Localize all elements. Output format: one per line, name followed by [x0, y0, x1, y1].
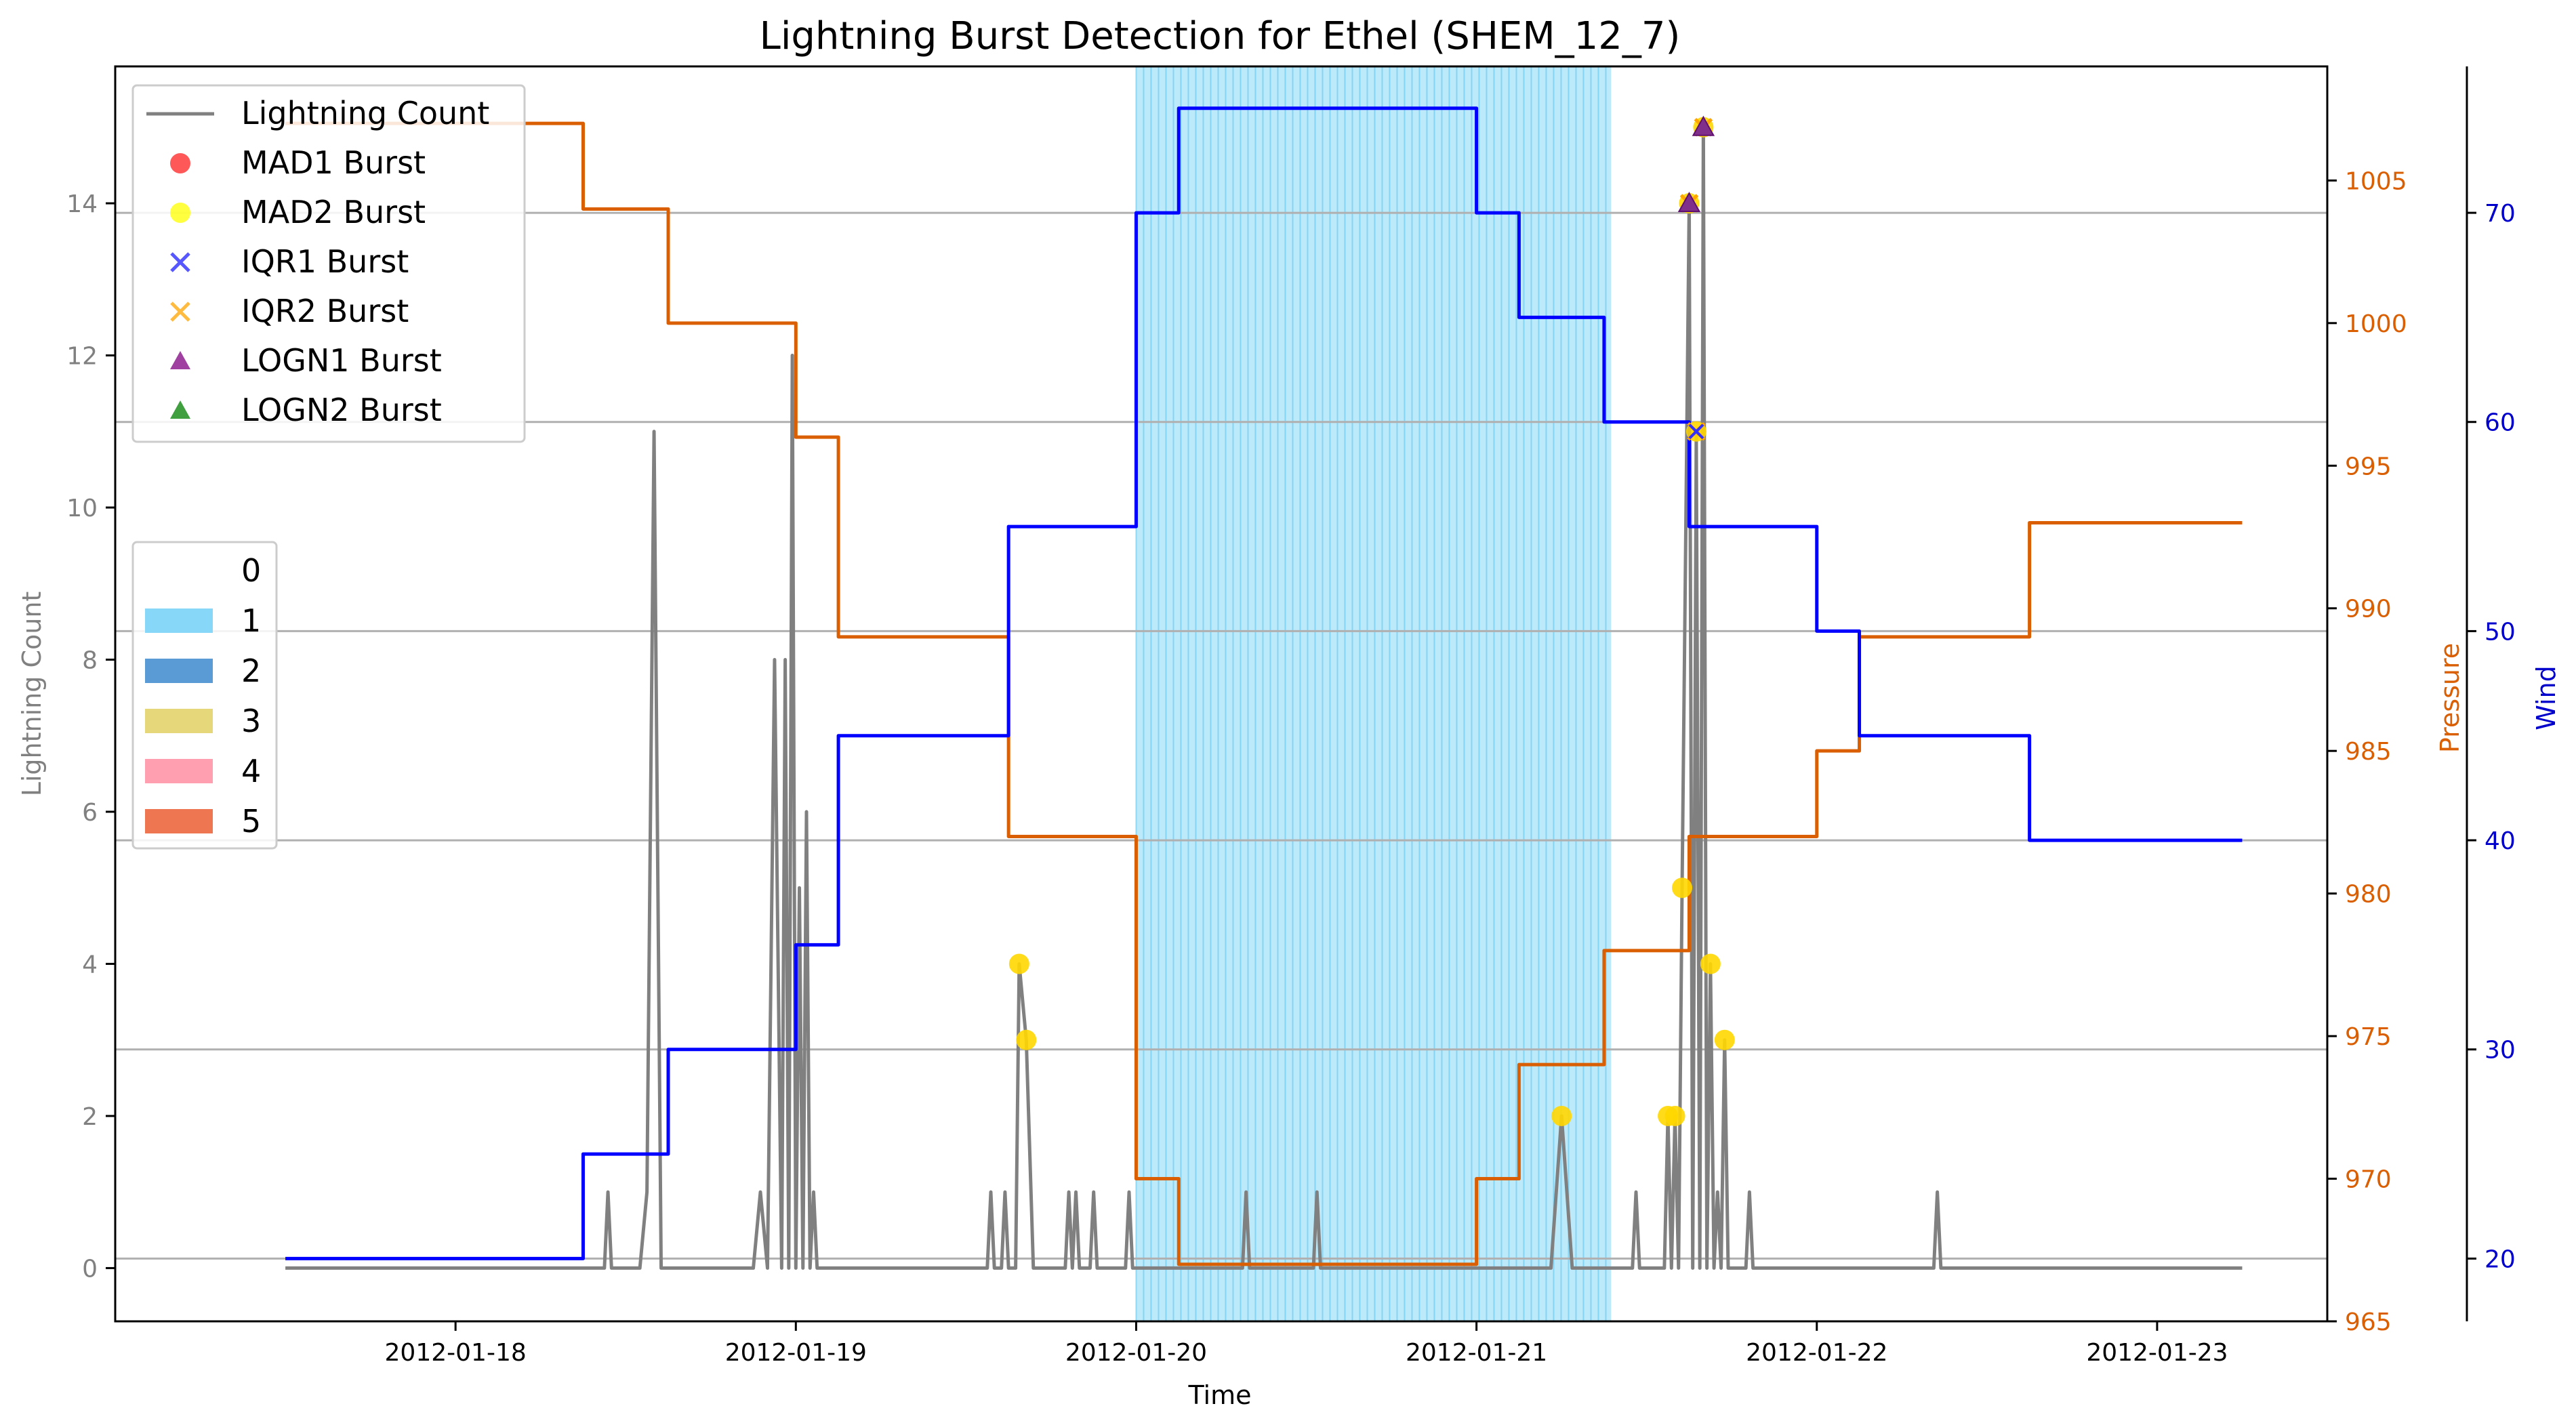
burst-marker-iqr1 [1688, 424, 1704, 440]
y-tick-label-pressure: 990 [2345, 596, 2392, 623]
category-span-layer [1135, 66, 1612, 1321]
axes-layer: 2012-01-18 2012-01-19 2012-01-20 2012-01-21… [66, 66, 2516, 1367]
y-tick-label-wind: 70 [2485, 200, 2516, 228]
legend-triangle-icon [170, 400, 190, 419]
series-line-wind [285, 106, 2243, 1260]
legend-x-icon [170, 302, 190, 322]
legend-category-label: 2 [241, 653, 261, 689]
legend-triangle-icon [170, 351, 190, 369]
legend-category-swatch [145, 558, 213, 583]
x-tick-label: 2012-01-19 [725, 1339, 867, 1367]
y-tick-label-lightning: 6 [82, 799, 98, 827]
x-axis-label: Time [1188, 1380, 1252, 1410]
legend-category-swatch [145, 709, 213, 733]
burst-marker-mad2 [1551, 1105, 1572, 1126]
chart-title: Lightning Burst Detection for Ethel (SHE… [760, 14, 1681, 58]
legend-x-icon [170, 252, 190, 272]
legend-circle-icon [170, 203, 190, 223]
legend-series-label: IQR1 Burst [241, 243, 409, 280]
y-tick-label-pressure: 965 [2345, 1308, 2392, 1336]
legend-category-label: 4 [241, 753, 261, 789]
y-tick-label-lightning: 12 [66, 343, 98, 371]
y-tick-label-pressure: 970 [2345, 1166, 2392, 1194]
legend-category-label: 3 [241, 703, 261, 739]
y-tick-label-lightning: 14 [66, 190, 98, 218]
y-tick-label-lightning: 4 [82, 951, 98, 978]
legend-series: Lightning Count MAD1 Burst MAD2 Burst IQR1 … [131, 84, 526, 443]
x-tick-label: 2012-01-22 [1746, 1339, 1887, 1367]
y-tick-label-lightning: 2 [82, 1103, 98, 1131]
legend-category-label: 5 [241, 803, 261, 840]
series-line-pressure [285, 121, 2243, 1266]
legend-series-label: LOGN1 Burst [241, 342, 442, 379]
y-tick-label-wind: 30 [2485, 1037, 2516, 1065]
legend-series-label: MAD1 Burst [241, 144, 426, 181]
y-tick-label-wind: 50 [2485, 618, 2516, 646]
legend-series-label: IQR2 Burst [241, 293, 409, 329]
burst-marker-mad2 [1664, 1105, 1685, 1126]
y-tick-label-pressure: 995 [2345, 453, 2392, 480]
burst-marker-layer [1008, 115, 1735, 1126]
y-axis-label-lightning: Lightning Count [17, 592, 47, 797]
y-tick-label-lightning: 8 [82, 646, 98, 674]
legend-category-label: 0 [241, 552, 261, 589]
legend-category-swatch [145, 759, 213, 783]
y-tick-label-wind: 60 [2485, 409, 2516, 437]
burst-marker-logn1 [1692, 115, 1715, 136]
legend-series-box [131, 84, 526, 443]
x-tick-label: 2012-01-18 [385, 1339, 527, 1367]
x-tick-label: 2012-01-21 [1406, 1339, 1547, 1367]
legend-category: 0 1 2 3 4 5 [131, 541, 278, 850]
y-axis-label-wind: Wind [2531, 665, 2561, 730]
series-line-lightning-count [285, 125, 2243, 1270]
burst-marker-logn1 [1677, 191, 1701, 213]
burst-marker-mad2 [1700, 953, 1721, 974]
y-tick-label-pressure: 980 [2345, 881, 2392, 909]
burst-marker-mad2 [1672, 877, 1692, 899]
y-tick-label-pressure: 985 [2345, 738, 2392, 766]
legend-category-swatch [145, 659, 213, 683]
x-tick-label: 2012-01-23 [2086, 1339, 2228, 1367]
y-tick-label-lightning: 0 [82, 1255, 98, 1283]
legend-series-label: MAD2 Burst [241, 194, 426, 230]
y-tick-label-wind: 40 [2485, 827, 2516, 855]
legend-category-swatch [145, 608, 213, 633]
plot-frame [114, 65, 2329, 1323]
burst-marker-mad2 [1008, 953, 1029, 974]
y-axis-label-pressure: Pressure [2435, 643, 2465, 753]
category-span-1 [1136, 66, 1612, 1321]
y-tick-label-lightning: 10 [66, 495, 98, 522]
x-tick-label: 2012-01-20 [1065, 1339, 1207, 1367]
legend-circle-icon [170, 153, 190, 173]
y-tick-label-wind: 20 [2485, 1245, 2516, 1273]
legend-series-label: LOGN2 Burst [241, 392, 442, 428]
burst-marker-mad2 [1016, 1029, 1037, 1050]
burst-marker-mad2 [1714, 1029, 1735, 1050]
y-tick-label-pressure: 1000 [2345, 310, 2407, 338]
y-tick-label-pressure: 975 [2345, 1023, 2392, 1051]
legend-category-swatch [145, 809, 213, 833]
legend-series-label: Lightning Count [241, 95, 489, 131]
series-layer [285, 106, 2243, 1270]
y-tick-label-pressure: 1005 [2345, 167, 2407, 195]
legend-category-label: 1 [241, 602, 261, 639]
